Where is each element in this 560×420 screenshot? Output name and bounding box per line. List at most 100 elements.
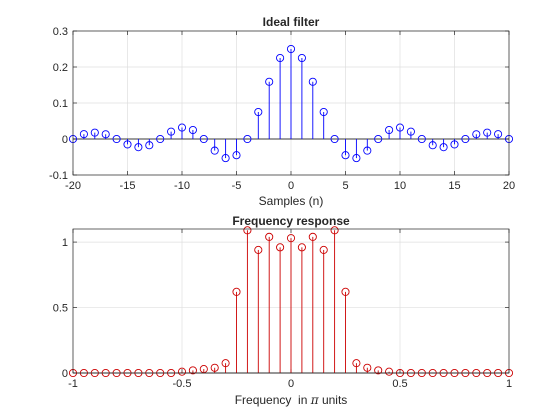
- ideal-filter-ytick-label: 0.2: [53, 62, 68, 74]
- ideal-filter-stem-point: [210, 139, 219, 155]
- ideal-filter-xtick-label: -20: [65, 180, 81, 192]
- frequency-response-stem-marker: [330, 226, 339, 235]
- frequency-response-stem-point: [254, 245, 263, 373]
- ideal-filter-stem-marker: [330, 134, 339, 144]
- ideal-filter-stem-point: [79, 130, 88, 139]
- ideal-filter-stem-point: [308, 77, 317, 139]
- ideal-filter-stem-point: [363, 139, 372, 155]
- ideal-filter-stem-point: [417, 134, 426, 144]
- ideal-filter-stem-point: [265, 77, 274, 139]
- ideal-filter-stem-point: [232, 139, 241, 160]
- ideal-filter-stem-marker: [265, 77, 274, 86]
- ideal-filter-stem-marker: [319, 107, 328, 117]
- frequency-response-stem-point: [286, 234, 296, 373]
- ideal-filter-stem-marker: [232, 151, 241, 160]
- frequency-response-xtick-label: -0.5: [173, 378, 192, 390]
- frequency-response-stem-point: [308, 232, 317, 373]
- frequency-response-stem-marker: [221, 359, 230, 368]
- frequency-response-stem-point: [363, 363, 372, 373]
- ideal-filter-stem-marker: [286, 44, 296, 54]
- ideal-filter-stem-marker: [79, 130, 88, 139]
- ideal-filter-stem-marker: [156, 134, 165, 144]
- ideal-filter-xtick-label: -15: [120, 180, 136, 192]
- ideal-filter-title: Ideal filter: [263, 15, 320, 29]
- frequency-response-stem-marker: [352, 359, 361, 368]
- ideal-filter-stem-marker: [167, 127, 176, 136]
- ideal-filter-stem-marker: [276, 53, 285, 63]
- ideal-filter-stem-marker: [395, 123, 405, 132]
- ideal-filter-stem-marker: [134, 143, 143, 152]
- ideal-filter-xtick-label: 20: [503, 180, 515, 192]
- ideal-filter-panel: -20 -15 -10 -5 0 5 10 15 20 -0.1 0 0.1 0.2 0.3 Ideal …: [49, 15, 515, 208]
- ideal-filter-stem-point: [276, 53, 285, 139]
- ideal-filter-stem-point: [156, 134, 165, 144]
- frequency-response-stem-marker: [385, 367, 394, 376]
- ideal-filter-stem-marker: [101, 130, 110, 139]
- frequency-response-stem-point: [265, 232, 274, 373]
- ideal-filter-stem-point: [177, 123, 187, 139]
- ideal-filter-stem-point: [428, 139, 437, 150]
- frequency-response-panel: -1 -0.5 0 0.5 1 0 0.5 1 Frequency response Freq…: [53, 214, 514, 407]
- ideal-filter-stem-point: [134, 139, 143, 152]
- frequency-response-ytick-label: 0.5: [53, 303, 68, 315]
- frequency-response-stem-point: [232, 287, 241, 373]
- ideal-filter-stem-point: [199, 134, 208, 144]
- ideal-filter-axes: -20 -15 -10 -5 0 5 10 15 20 -0.1 0 0.1 0.2 0.3: [49, 26, 515, 192]
- ideal-filter-stem-marker: [254, 107, 263, 117]
- ideal-filter-stem-marker: [483, 128, 492, 137]
- ideal-filter-stem-point: [472, 130, 481, 139]
- frequency-response-xlabel-suffix: units: [319, 393, 348, 407]
- ideal-filter-stem-marker: [177, 123, 187, 132]
- ideal-filter-stem-point: [254, 107, 263, 139]
- frequency-response-stem-marker: [265, 232, 274, 241]
- ideal-filter-xtick-label: 15: [448, 180, 460, 192]
- ideal-filter-stem-point: [123, 139, 132, 149]
- frequency-response-stem-marker: [243, 226, 252, 235]
- frequency-response-stem-point: [374, 366, 383, 375]
- frequency-response-stem-point: [243, 226, 252, 373]
- frequency-response-stem-point: [319, 245, 328, 373]
- ideal-filter-stem-point: [188, 125, 197, 139]
- ideal-filter-stem-marker: [210, 146, 219, 155]
- ideal-filter-stem-point: [330, 134, 339, 144]
- ideal-filter-ytick-label: 0.1: [53, 98, 68, 110]
- ideal-filter-stem-marker: [297, 53, 306, 63]
- ideal-filter-stem-marker: [494, 130, 503, 139]
- ideal-filter-stem-point: [374, 134, 383, 144]
- ideal-filter-ytick-label: 0.3: [53, 26, 68, 38]
- ideal-filter-stem-marker: [450, 140, 459, 149]
- frequency-response-axes: -1 -0.5 0 0.5 1 0 0.5 1: [53, 229, 512, 390]
- frequency-response-stem-marker: [308, 232, 317, 241]
- frequency-response-stem-point: [188, 366, 197, 375]
- frequency-response-stem-marker: [286, 234, 296, 243]
- frequency-response-xlabel: Frequency in π units: [235, 393, 348, 407]
- ideal-filter-stem-marker: [439, 143, 448, 152]
- ideal-filter-stem-marker: [112, 134, 121, 144]
- ideal-filter-stem-point: [243, 134, 252, 144]
- ideal-filter-stem-point: [450, 139, 459, 149]
- ideal-filter-stem-marker: [341, 151, 350, 160]
- frequency-response-ytick-label: 1: [62, 237, 68, 249]
- ideal-filter-stem-point: [319, 107, 328, 139]
- ideal-filter-stem-marker: [188, 125, 197, 135]
- ideal-filter-stem-marker: [221, 154, 230, 163]
- ideal-filter-stem-marker: [352, 154, 361, 163]
- ideal-filter-stem-marker: [243, 134, 252, 144]
- pi-symbol: π: [310, 393, 320, 407]
- frequency-response-stem-point: [276, 243, 285, 373]
- ideal-filter-stem-point: [145, 139, 154, 150]
- frequency-response-xtick-label: 1: [506, 378, 512, 390]
- frequency-response-stem-marker: [319, 245, 328, 254]
- frequency-response-stem-point: [297, 243, 306, 373]
- ideal-filter-stem-point: [167, 127, 176, 139]
- ideal-filter-stem-marker: [199, 134, 208, 144]
- frequency-response-stem-marker: [177, 367, 187, 376]
- ideal-filter-stems: [68, 44, 514, 163]
- frequency-response-xtick-label: 0: [288, 378, 294, 390]
- ideal-filter-stem-marker: [428, 141, 437, 150]
- ideal-filter-stem-marker: [90, 128, 99, 137]
- ideal-filter-xtick-label: 10: [394, 180, 406, 192]
- ideal-filter-xtick-label: -5: [232, 180, 242, 192]
- ideal-filter-stem-point: [494, 130, 503, 139]
- ideal-filter-axes-box: [72, 30, 510, 176]
